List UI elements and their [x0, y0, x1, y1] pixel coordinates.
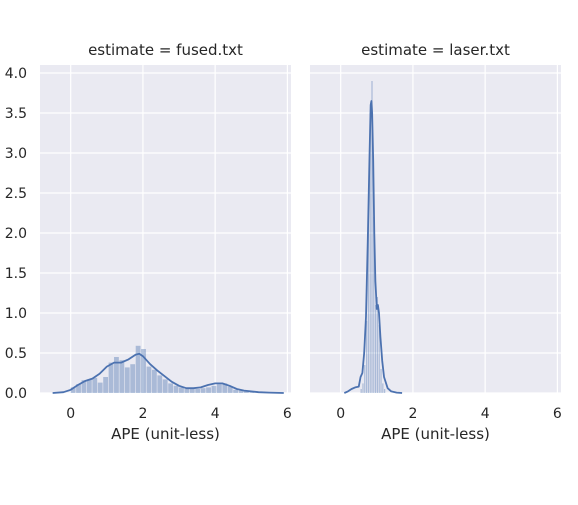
histogram-bar — [364, 365, 366, 393]
histogram-bar — [184, 389, 190, 393]
histogram-bar — [81, 380, 87, 393]
histogram-bar — [86, 379, 92, 393]
histogram-bar — [378, 325, 380, 393]
y-ticks: 0.0 0.5 1.0 1.5 2.0 2.5 3.0 3.5 4.0 — [5, 66, 27, 402]
facet-title-laser: estimate = laser.txt — [361, 41, 510, 59]
y-tick-label: 4.0 — [5, 66, 27, 82]
histogram-bar — [360, 389, 362, 393]
y-tick-label: 1.0 — [5, 306, 27, 322]
histogram-bar — [367, 225, 369, 393]
histogram-bar — [70, 387, 76, 393]
x-ticks-fused: 0 2 4 6 — [66, 406, 292, 422]
histogram-bar — [119, 360, 125, 393]
x-axis-label-fused: APE (unit-less) — [111, 425, 220, 443]
y-tick-label: 0.5 — [5, 346, 27, 362]
gridlines-laser — [310, 65, 561, 394]
histogram-bar — [189, 389, 195, 393]
x-tick-label: 2 — [408, 406, 417, 422]
histogram-bar — [162, 379, 168, 393]
y-tick-label: 3.0 — [5, 146, 27, 162]
histogram-bar — [380, 369, 382, 393]
histogram-bar — [103, 377, 109, 393]
histogram-fused — [70, 345, 255, 393]
histogram-bar — [216, 384, 222, 393]
plot-area-laser — [310, 65, 561, 393]
y-tick-label: 3.5 — [5, 106, 27, 122]
facet-panel-laser: estimate = laser.txt 0 2 4 6 APE (unit-less… — [310, 41, 562, 443]
histogram-bar — [179, 387, 184, 393]
plot-area-fused — [40, 65, 291, 393]
histogram-bar — [108, 362, 114, 393]
histogram-bar — [233, 389, 239, 393]
x-tick-label: 2 — [138, 406, 147, 422]
kde-line-laser — [343, 100, 403, 394]
x-tick-label: 0 — [336, 406, 345, 422]
facet-title-fused: estimate = fused.txt — [88, 41, 243, 59]
histogram-bar — [211, 385, 217, 393]
y-tick-label: 2.5 — [5, 186, 27, 202]
histogram-bar — [373, 217, 375, 393]
histogram-bar — [206, 387, 211, 393]
histogram-bar — [135, 345, 141, 393]
histogram-laser — [360, 81, 386, 393]
facet-panel-fused: estimate = fused.txt 0 2 4 6 0.0 0.5 1.0 1.5 2.… — [5, 41, 292, 443]
histogram-bar — [249, 392, 255, 393]
y-tick-label: 2.0 — [5, 226, 27, 242]
x-tick-label: 6 — [553, 406, 562, 422]
histogram-bar — [76, 384, 81, 393]
histogram-bar — [384, 389, 386, 393]
histogram-bar — [371, 81, 373, 393]
histogram-bar — [382, 383, 384, 393]
histogram-bar — [168, 383, 174, 393]
histogram-bar — [375, 305, 377, 393]
histogram-bar — [130, 364, 136, 393]
histogram-bar — [157, 375, 163, 393]
histogram-bar — [238, 390, 244, 393]
x-tick-label: 4 — [211, 406, 220, 422]
x-tick-label: 0 — [66, 406, 75, 422]
x-tick-label: 6 — [283, 406, 292, 422]
histogram-bar — [200, 388, 206, 393]
histogram-bar — [222, 383, 228, 393]
y-tick-label: 1.5 — [5, 266, 27, 282]
histogram-bar — [362, 383, 364, 393]
histogram-bar — [97, 382, 103, 393]
histogram-bar — [227, 386, 233, 393]
x-axis-label-laser: APE (unit-less) — [381, 425, 490, 443]
histogram-bar — [173, 385, 179, 393]
histogram-bar — [365, 321, 368, 393]
x-ticks-laser: 0 2 4 6 — [336, 406, 562, 422]
histogram-bar — [369, 113, 371, 393]
histogram-bar — [151, 369, 157, 393]
x-tick-label: 4 — [481, 406, 490, 422]
kde-line-fused — [52, 352, 284, 394]
histogram-bar — [376, 297, 379, 393]
histogram-bar — [146, 366, 152, 393]
histogram-bar — [114, 357, 119, 393]
histogram-bar — [195, 389, 201, 393]
histogram-bar — [124, 367, 130, 393]
y-tick-label: 0.0 — [5, 386, 27, 402]
histogram-bar — [92, 377, 98, 393]
histogram-bar — [141, 349, 146, 393]
histogram-bar — [244, 391, 249, 393]
gridlines-fused — [40, 65, 291, 394]
